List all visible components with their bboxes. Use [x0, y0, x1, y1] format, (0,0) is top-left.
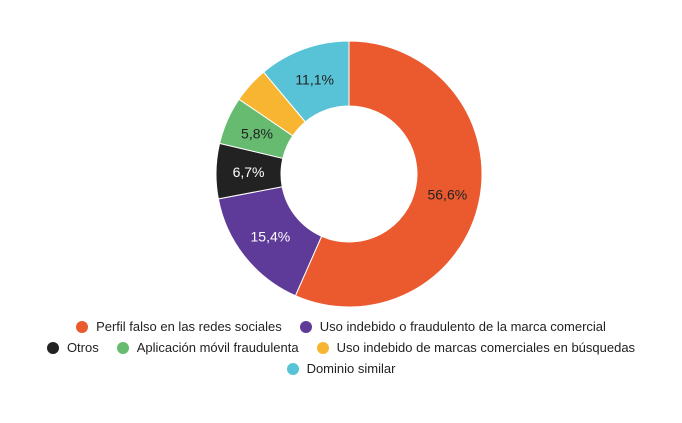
legend-row-3: Dominio similar [0, 358, 682, 379]
legend: Perfil falso en las redes sociales Uso i… [0, 316, 682, 379]
legend-item-otros: Otros [46, 340, 99, 355]
legend-label: Dominio similar [306, 361, 396, 376]
donut-chart: 56,6% 15,4% 6,7% 5,8% 11,1% [215, 40, 483, 308]
slice-label-uso-indebido-o-fraudulento-de-la-marca-comercial: 15,4% [251, 229, 291, 245]
legend-label: Aplicación móvil fraudulenta [136, 340, 299, 355]
slice-label-aplicacion-movil-fraudulenta: 5,8% [241, 126, 273, 142]
legend-row-1: Perfil falso en las redes sociales Uso i… [0, 316, 682, 337]
legend-item-perfil-falso: Perfil falso en las redes sociales [76, 319, 282, 334]
legend-label: Uso indebido de marcas comerciales en bú… [336, 340, 636, 355]
legend-swatch [286, 362, 299, 375]
legend-swatch [116, 341, 129, 354]
slice-dominio-similar [262, 40, 350, 123]
legend-label: Perfil falso en las redes sociales [96, 319, 282, 334]
legend-swatch [299, 320, 312, 333]
slice-perfil-falso-en-las-redes-sociales [294, 40, 483, 308]
legend-item-uso-indebido-busquedas: Uso indebido de marcas comerciales en bú… [316, 340, 636, 355]
legend-swatch [46, 341, 59, 354]
legend-item-aplicacion-movil: Aplicación móvil fraudulenta [116, 340, 299, 355]
slice-label-perfil-falso-en-las-redes-sociales: 56,6% [427, 187, 467, 203]
legend-swatch [76, 320, 89, 333]
legend-swatch [316, 341, 329, 354]
legend-row-2: Otros Aplicación móvil fraudulenta Uso i… [0, 337, 682, 358]
legend-item-uso-indebido-marca: Uso indebido o fraudulento de la marca c… [299, 319, 606, 334]
slice-label-otros: 6,7% [233, 164, 265, 180]
slice-label-dominio-similar: 11,1% [295, 72, 334, 88]
legend-label: Uso indebido o fraudulento de la marca c… [319, 319, 606, 334]
legend-label: Otros [66, 340, 99, 355]
legend-item-dominio-similar: Dominio similar [286, 361, 396, 376]
